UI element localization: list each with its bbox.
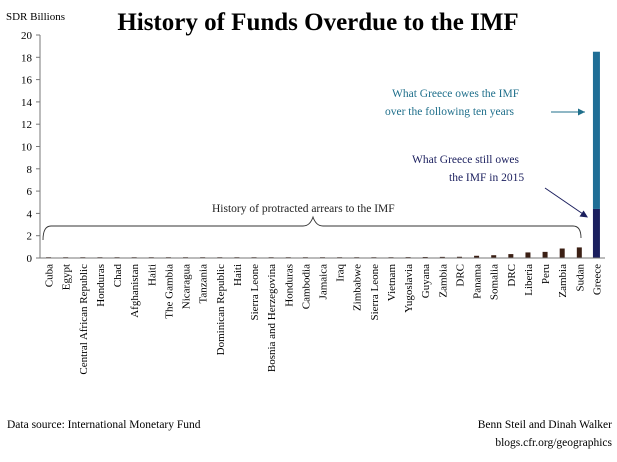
y-tick-label: 6 bbox=[27, 186, 33, 198]
x-tick-label: Iraq bbox=[335, 264, 347, 282]
bar bbox=[439, 256, 445, 258]
arrow-still bbox=[544, 187, 588, 218]
x-tick-label: Zambia bbox=[557, 264, 569, 298]
x-tick-label: Egypt bbox=[61, 264, 73, 290]
bar-greece-2015 bbox=[592, 208, 600, 258]
x-tick-label: Honduras bbox=[95, 264, 107, 307]
x-tick-label: Bosnia and Herzegovina bbox=[266, 264, 278, 372]
y-tick-label: 16 bbox=[21, 75, 33, 87]
y-axis-ticks: 0 2 4 6 8 10 12 14 16 18 20 bbox=[21, 30, 40, 265]
x-tick-label: Cuba bbox=[44, 264, 56, 287]
y-tick-label: 8 bbox=[27, 164, 33, 176]
bar-greece-future bbox=[592, 51, 600, 209]
x-tick-label: Zambia bbox=[437, 264, 449, 298]
annotation-future-line1: What Greece owes the IMF bbox=[392, 88, 519, 100]
annotation-future-line2: over the following ten years bbox=[385, 106, 515, 118]
footer-authors: Benn Steil and Dinah Walker bbox=[478, 419, 612, 431]
y-tick-label: 20 bbox=[21, 30, 33, 42]
x-tick-label: Greece bbox=[591, 264, 603, 295]
x-tick-label: Guyana bbox=[420, 264, 432, 298]
x-tick-label: Tanzania bbox=[198, 264, 210, 304]
x-tick-label: DRC bbox=[454, 264, 466, 287]
x-tick-label: Dominican Republic bbox=[215, 264, 227, 355]
x-axis-labels: Cuba Egypt Central African Republic Hondura… bbox=[44, 264, 604, 375]
footer-site: blogs.cfr.org/geographics bbox=[495, 437, 612, 449]
x-tick-label: Zimbabwe bbox=[352, 264, 364, 311]
y-tick-label: 12 bbox=[21, 119, 32, 131]
annotation-still-line1: What Greece still owes bbox=[412, 154, 519, 166]
y-tick-label: 18 bbox=[21, 52, 33, 64]
bar bbox=[525, 252, 531, 258]
history-brace bbox=[42, 215, 582, 241]
bar bbox=[576, 247, 582, 258]
x-tick-label: Liberia bbox=[523, 264, 535, 296]
y-tick-label: 10 bbox=[21, 142, 33, 154]
y-tick-label: 14 bbox=[21, 97, 33, 109]
annotation-still-line2: the IMF in 2015 bbox=[449, 172, 524, 184]
x-tick-label: Chad bbox=[112, 264, 124, 288]
x-tick-label: DRC bbox=[506, 264, 518, 287]
bar bbox=[559, 248, 565, 258]
x-tick-label: Yugoslavia bbox=[403, 264, 415, 313]
x-tick-label: Vietnam bbox=[386, 264, 398, 302]
x-tick-label: Panama bbox=[472, 264, 484, 299]
y-tick-label: 4 bbox=[27, 208, 33, 220]
arrow-future bbox=[551, 108, 585, 116]
x-tick-label: Haiti bbox=[146, 264, 158, 286]
x-tick-label: Cambodia bbox=[300, 264, 312, 309]
x-tick-label: Honduras bbox=[283, 264, 295, 307]
x-tick-label: Haiti bbox=[232, 264, 244, 286]
bar bbox=[542, 251, 548, 258]
y-tick-label: 0 bbox=[27, 253, 33, 265]
bar bbox=[491, 255, 497, 258]
x-tick-label: The Gambia bbox=[163, 264, 175, 319]
x-tick-label: Sierra Leone bbox=[369, 264, 381, 321]
y-tick-label: 2 bbox=[27, 231, 33, 243]
x-tick-label: Afghanistan bbox=[129, 264, 141, 318]
x-tick-label: Sudan bbox=[574, 264, 586, 292]
x-tick-label: Somalia bbox=[489, 264, 501, 300]
chart-title: History of Funds Overdue to the IMF bbox=[117, 9, 518, 36]
footer-source: Data source: International Monetary Fund bbox=[7, 419, 201, 431]
bar bbox=[474, 255, 480, 258]
x-tick-label: Central African Republic bbox=[78, 264, 90, 375]
x-tick-label: Jamaica bbox=[318, 264, 330, 300]
bar bbox=[456, 256, 462, 258]
annotation-history: History of protracted arrears to the IMF bbox=[212, 203, 395, 215]
x-tick-label: Sierra Leone bbox=[249, 264, 261, 321]
x-tick-label: Peru bbox=[540, 264, 552, 285]
bar bbox=[508, 254, 514, 258]
x-tick-label: Nicaragua bbox=[181, 264, 193, 309]
y-axis-label: SDR Billions bbox=[6, 11, 65, 23]
bar bbox=[422, 256, 428, 258]
